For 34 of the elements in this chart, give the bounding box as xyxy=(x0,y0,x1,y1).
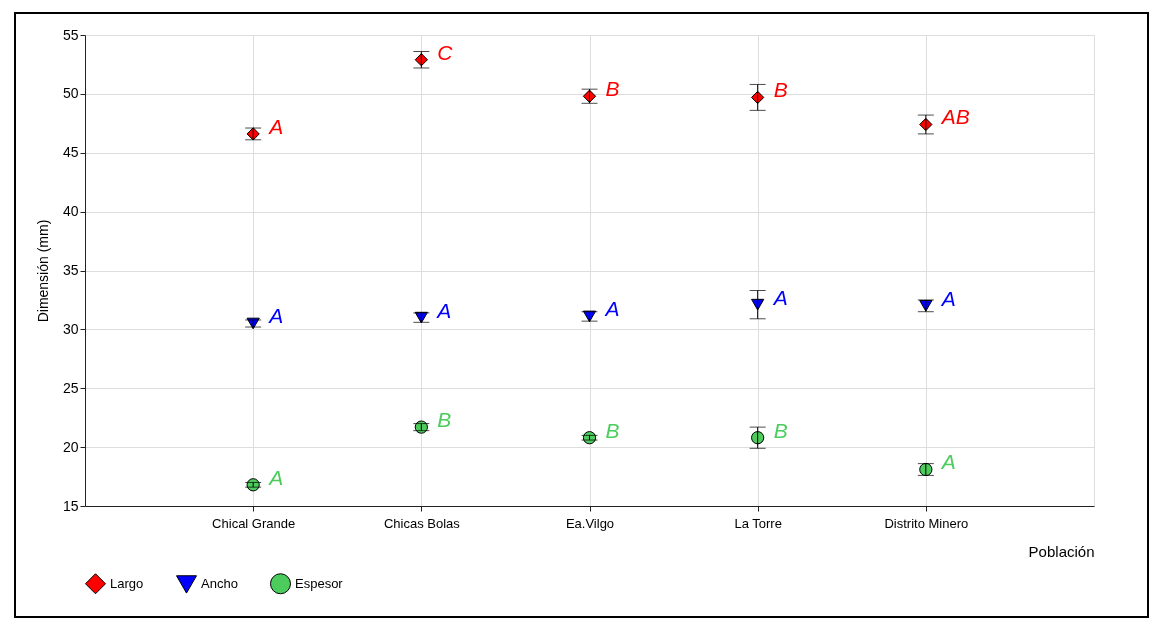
data-label: C xyxy=(437,40,454,64)
data-label: B xyxy=(605,77,620,101)
y-tick-label: 15 xyxy=(62,497,79,514)
y-tick-label: 25 xyxy=(62,379,79,396)
x-tick-label: Ea.Vilgo xyxy=(565,515,615,531)
y-tick-label: 55 xyxy=(62,26,79,43)
x-tick-label: Distrito Minero xyxy=(884,515,969,531)
data-label: AB xyxy=(939,105,970,129)
y-tick-label: 35 xyxy=(62,262,79,278)
data-label: B xyxy=(605,418,620,442)
x-tick-label: La Torre xyxy=(734,515,782,531)
data-label: A xyxy=(435,298,452,322)
legend-label: Largo xyxy=(110,575,144,591)
legend-label: Ancho xyxy=(201,576,238,592)
y-tick-label: 20 xyxy=(62,438,79,455)
data-label: A xyxy=(771,285,788,309)
data-label: A xyxy=(267,304,284,328)
data-label: A xyxy=(603,297,620,321)
data-label: B xyxy=(773,418,788,442)
data-label: A xyxy=(267,114,284,138)
data-label: A xyxy=(939,286,956,310)
data-label: A xyxy=(939,450,956,474)
x-tick-label: Chical Grande xyxy=(212,515,296,531)
y-tick-label: 30 xyxy=(62,320,79,337)
y-tick-label: 45 xyxy=(62,144,79,161)
data-label: A xyxy=(267,465,284,489)
data-label: B xyxy=(437,408,452,432)
data-label: B xyxy=(773,78,788,102)
x-tick-label: Chicas Bolas xyxy=(383,515,461,531)
y-axis-title: Dimensión (mm) xyxy=(34,219,51,323)
y-tick-label: 50 xyxy=(62,85,79,102)
x-axis-title: Población xyxy=(1028,542,1095,560)
y-tick-label: 40 xyxy=(62,203,79,220)
legend-label: Espesor xyxy=(295,575,344,591)
